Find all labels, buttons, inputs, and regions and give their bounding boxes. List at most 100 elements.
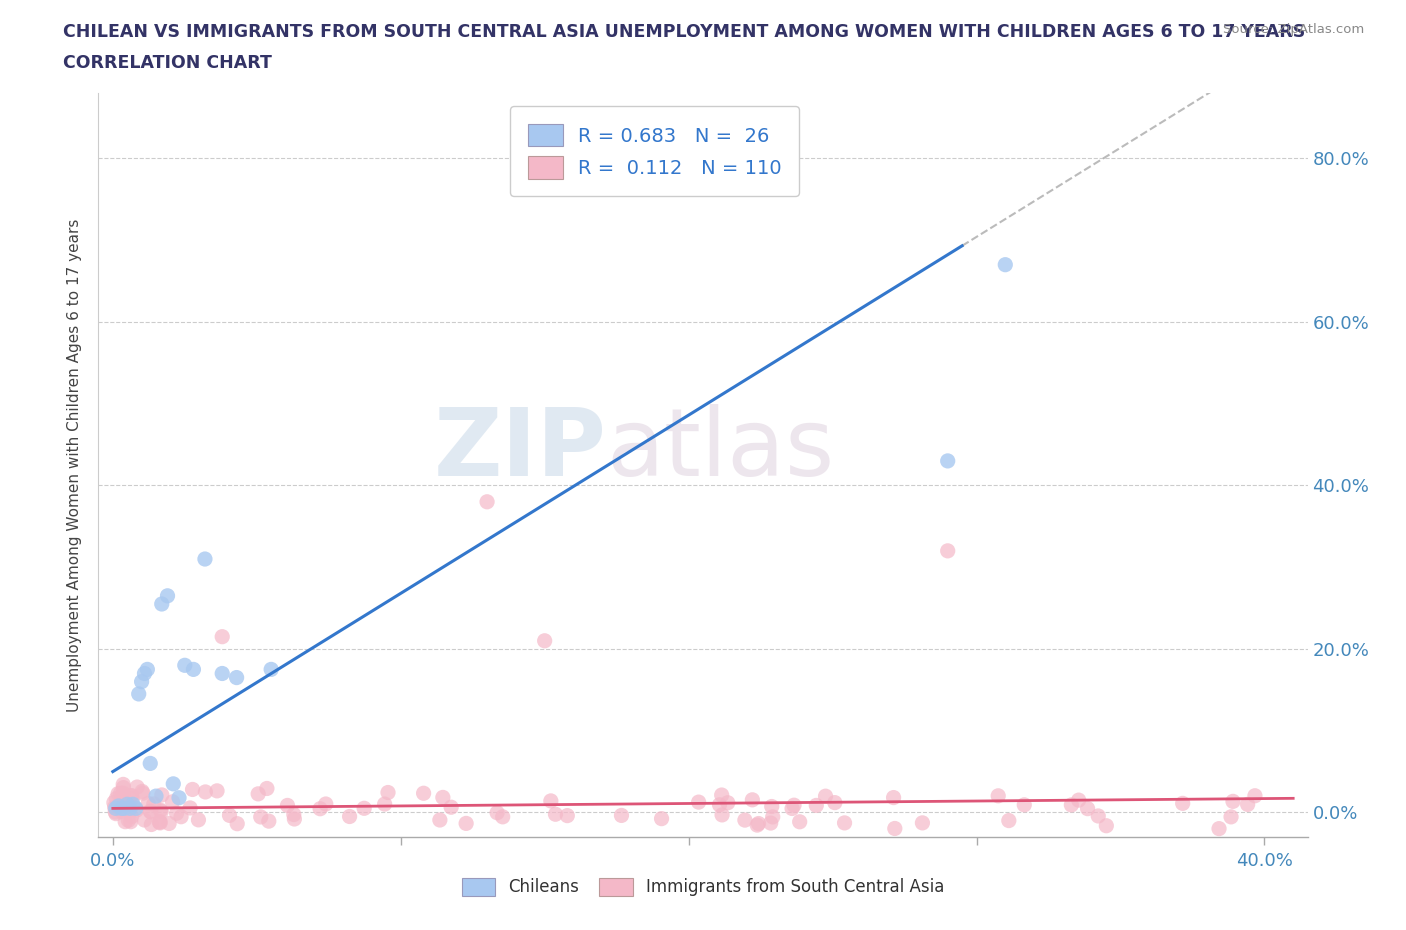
Point [170,809,193,824]
Point [339,809,361,824]
Point [125,801,148,816]
Point [936,454,959,469]
Point [987,789,1010,804]
Point [688,794,710,809]
Point [104,806,127,821]
Point [717,795,740,810]
Point [112,780,135,795]
Point [249,809,271,824]
Point [710,788,733,803]
Point [110,804,132,819]
Point [759,816,782,830]
Point [156,589,179,604]
Point [883,790,905,805]
Point [149,814,172,829]
Point [139,756,162,771]
Point [104,801,127,816]
Point [1012,797,1035,812]
Point [105,791,128,806]
Point [789,815,811,830]
Point [110,802,132,817]
Point [107,799,129,814]
Text: CHILEAN VS IMMIGRANTS FROM SOUTH CENTRAL ASIA UNEMPLOYMENT AMONG WOMEN WITH CHIL: CHILEAN VS IMMIGRANTS FROM SOUTH CENTRAL… [63,23,1306,41]
Point [150,804,173,819]
Point [783,798,806,813]
Point [149,803,172,817]
Point [761,799,783,814]
Point [131,674,153,689]
Point [162,777,184,791]
Point [994,258,1017,272]
Point [110,801,132,816]
Point [429,813,451,828]
Point [486,805,509,820]
Point [145,789,167,804]
Point [127,779,149,794]
Point [475,495,498,510]
Point [211,630,233,644]
Point [260,662,283,677]
Point [814,789,837,804]
Point [205,783,228,798]
Point [377,785,399,800]
Point [762,809,785,824]
Point [194,551,217,566]
Point [136,662,159,677]
Point [110,786,132,801]
Point [139,804,162,818]
Point [1077,802,1099,817]
Point [142,796,165,811]
Point [257,814,280,829]
Point [134,666,156,681]
Point [315,797,337,812]
Point [128,686,150,701]
Point [122,797,145,812]
Point [112,777,135,791]
Point [824,795,846,810]
Point [111,788,134,803]
Point [374,797,396,812]
Point [194,785,217,800]
Point [1220,809,1243,824]
Point [150,596,173,611]
Point [747,817,769,832]
Point [149,816,172,830]
Point [181,782,204,797]
Point [834,816,856,830]
Point [1171,796,1194,811]
Point [1244,789,1267,804]
Point [112,791,135,806]
Point [211,666,233,681]
Point [883,821,905,836]
Point [911,816,934,830]
Point [734,813,756,828]
Point [456,816,478,830]
Point [121,809,143,824]
Point [256,781,278,796]
Point [492,809,515,824]
Point [533,633,555,648]
Point [141,817,163,832]
Point [1236,797,1258,812]
Legend: Chileans, Immigrants from South Central Asia: Chileans, Immigrants from South Central … [456,871,950,903]
Point [998,813,1021,828]
Point [741,792,763,807]
Point [104,804,127,819]
Point [440,800,463,815]
Point [353,801,375,816]
Point [226,817,249,831]
Point [555,808,578,823]
Point [132,786,155,801]
Text: Source: ZipAtlas.com: Source: ZipAtlas.com [1223,23,1364,36]
Point [806,798,828,813]
Point [283,807,305,822]
Text: CORRELATION CHART: CORRELATION CHART [63,54,273,72]
Point [131,784,153,799]
Point [1067,792,1090,807]
Point [107,786,129,801]
Point [610,808,633,823]
Point [120,789,142,804]
Point [120,815,142,830]
Point [187,813,209,828]
Point [134,813,156,828]
